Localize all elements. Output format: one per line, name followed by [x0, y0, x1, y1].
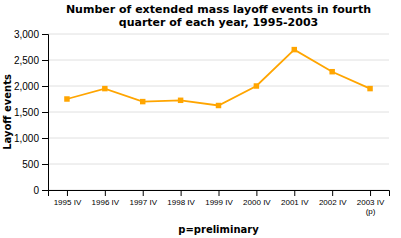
grid-line	[48, 112, 389, 113]
x-tick-mark	[256, 190, 257, 196]
x-axis-line	[49, 191, 390, 197]
y-tick: 2,500	[14, 55, 48, 66]
x-tick-mark	[370, 190, 371, 196]
grid-line	[48, 60, 389, 61]
line	[67, 50, 370, 106]
y-axis-line	[42, 35, 49, 191]
y-tick-label: 1,000	[14, 133, 39, 144]
x-tick-label-line: 2002 IV	[319, 198, 347, 207]
marker	[254, 83, 259, 88]
y-tick-mark	[42, 34, 48, 35]
y-tick: 1,500	[14, 107, 48, 118]
y-tick-label: 1,500	[14, 107, 39, 118]
marker	[329, 69, 334, 74]
x-tick-label-line: 2001 IV	[281, 198, 309, 207]
y-tick-mark	[42, 138, 48, 139]
grid-line	[48, 34, 389, 35]
x-tick: 1997 IV	[129, 190, 157, 207]
x-tick: 2001 IV	[281, 190, 309, 207]
y-tick-mark	[42, 190, 48, 191]
title-line: Number of extended mass layoff events in…	[66, 3, 371, 16]
y-tick-mark	[42, 60, 48, 61]
x-tick-label-line: 1996 IV	[92, 198, 120, 207]
x-tick-mark	[181, 190, 182, 196]
series	[64, 47, 373, 108]
x-tick-label: 2001 IV	[281, 198, 309, 207]
marker	[216, 103, 221, 108]
marker	[367, 86, 372, 91]
x-axis: 1995 IV 1996 IV 1997 IV 1998 IV 1999 IV 2000 …	[49, 190, 390, 216]
y-tick-mark	[42, 164, 48, 165]
x-tick-mark	[294, 190, 295, 196]
y-tick-label: 2,000	[14, 81, 39, 92]
x-tick-mark	[219, 190, 220, 196]
y-tick-label: 0	[33, 185, 39, 196]
marker	[292, 47, 297, 52]
x-tick-label: 1995 IV	[54, 198, 82, 207]
chart: 0 500 1,000 1,500 2,000 2,500 3,000 1995 IV 1996…	[0, 0, 401, 238]
y-tick-mark	[42, 112, 48, 113]
x-tick-mark	[105, 190, 106, 196]
x-tick-label: 1999 IV	[205, 198, 233, 207]
y-tick: 1,000	[14, 133, 48, 144]
x-tick: 1998 IV	[167, 190, 195, 207]
x-tick-label-line: 2003 IV	[357, 198, 385, 207]
grid-line	[48, 138, 389, 139]
x-tick-label: 1997 IV	[129, 198, 157, 207]
y-tick-label: 500	[22, 159, 39, 170]
plot: 0 500 1,000 1,500 2,000 2,500 3,000 1995 IV 1996…	[14, 29, 390, 216]
x-tick: 1996 IV	[92, 190, 120, 207]
x-tick-label-line: 1997 IV	[129, 198, 157, 207]
x-tick-label-line: (p)	[366, 207, 376, 216]
x-tick-mark	[332, 190, 333, 196]
marker	[102, 86, 107, 91]
x-axis-title: p=preliminary	[178, 224, 259, 235]
marker	[64, 96, 69, 101]
y-tick: 3,000	[14, 29, 48, 40]
x-tick-label: 2003 IV(p)	[357, 198, 385, 216]
x-tick-mark	[67, 190, 68, 196]
x-tick-label: 2000 IV	[243, 198, 271, 207]
y-tick: 0	[33, 185, 48, 196]
grid	[48, 34, 389, 190]
x-tick: 2000 IV	[243, 190, 271, 207]
title-line: quarter of each year, 1995-2003	[119, 16, 318, 29]
x-tick-label-line: 1998 IV	[167, 198, 195, 207]
y-tick: 500	[22, 159, 48, 170]
y-axis-title: Layoff events	[2, 74, 13, 150]
x-tick: 2002 IV	[319, 190, 347, 207]
x-tick-label: 1996 IV	[92, 198, 120, 207]
y-tick: 2,000	[14, 81, 48, 92]
x-tick: 1995 IV	[54, 190, 82, 207]
x-tick-label-line: 1995 IV	[54, 198, 82, 207]
title: Number of extended mass layoff events in…	[66, 3, 371, 29]
y-tick-mark	[42, 86, 48, 87]
x-tick-mark	[143, 190, 144, 196]
x-tick-label-line: 1999 IV	[205, 198, 233, 207]
y-axis: 0 500 1,000 1,500 2,000 2,500 3,000	[14, 29, 49, 196]
x-tick-label: 1998 IV	[167, 198, 195, 207]
x-tick-label-line: 2000 IV	[243, 198, 271, 207]
x-tick-label: 2002 IV	[319, 198, 347, 207]
x-tick: 1999 IV	[205, 190, 233, 207]
marker	[140, 99, 145, 104]
y-tick-label: 2,500	[14, 55, 39, 66]
x-tick: 2003 IV(p)	[357, 190, 385, 216]
y-tick-label: 3,000	[14, 29, 39, 40]
marker	[178, 98, 183, 103]
grid-line	[48, 86, 389, 87]
grid-line	[48, 164, 389, 165]
